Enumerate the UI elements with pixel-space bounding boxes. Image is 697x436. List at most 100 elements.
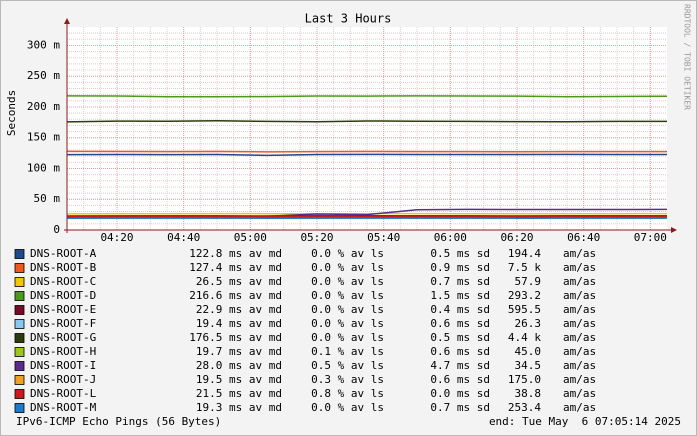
legend-stat: 0.6 ms sd bbox=[430, 317, 490, 330]
x-tick-label: 06:00 bbox=[434, 231, 467, 244]
legend-stat: 0.7 ms sd bbox=[430, 275, 490, 288]
y-tick-label: 50 m bbox=[34, 192, 61, 205]
legend-stat: am/as bbox=[563, 401, 596, 414]
legend-stat: 19.7 ms av md bbox=[196, 345, 282, 358]
legend-stat: am/as bbox=[563, 359, 596, 372]
x-tick-label: 06:20 bbox=[500, 231, 533, 244]
x-tick-label: 05:00 bbox=[234, 231, 267, 244]
legend-swatch bbox=[14, 403, 25, 413]
legend-stat: 26.3 bbox=[515, 317, 542, 330]
legend-stat: 0.5 ms sd bbox=[430, 331, 490, 344]
series-line bbox=[66, 150, 667, 153]
legend-stat: 176.5 ms av md bbox=[189, 331, 282, 344]
legend-stat: 0.0 % av ls bbox=[311, 247, 384, 260]
legend-stat: 0.6 ms sd bbox=[430, 373, 490, 386]
legend-stat: 19.5 ms av md bbox=[196, 373, 282, 386]
legend-swatch bbox=[14, 277, 25, 287]
legend-label: DNS-ROOT-I bbox=[30, 359, 96, 372]
legend-stat: am/as bbox=[563, 275, 596, 288]
x-tick-label: 05:40 bbox=[367, 231, 400, 244]
legend-stat: 22.9 ms av md bbox=[196, 303, 282, 316]
legend-label: DNS-ROOT-J bbox=[30, 373, 96, 386]
legend-stat: 38.8 bbox=[515, 387, 542, 400]
legend-stat: am/as bbox=[563, 387, 596, 400]
series-line bbox=[66, 95, 668, 98]
y-tick-label: 300 m bbox=[27, 38, 60, 51]
legend-stat: 4.4 k bbox=[508, 331, 541, 344]
legend-stat: 0.5 ms sd bbox=[430, 247, 490, 260]
legend-label: DNS-ROOT-L bbox=[30, 387, 97, 400]
legend-label: DNS-ROOT-G bbox=[30, 331, 96, 344]
legend-stat: 595.5 bbox=[508, 303, 541, 316]
legend-stat: 0.1 % av ls bbox=[311, 345, 384, 358]
legend-stat: 1.5 ms sd bbox=[430, 289, 490, 302]
legend-label: DNS-ROOT-C bbox=[30, 275, 96, 288]
legend-stat: am/as bbox=[563, 373, 596, 386]
legend-stat: am/as bbox=[563, 261, 596, 274]
x-tick-label: 04:20 bbox=[100, 231, 133, 244]
legend-stat: 21.5 ms av md bbox=[196, 387, 282, 400]
legend-label: DNS-ROOT-F bbox=[30, 317, 96, 330]
legend-label: DNS-ROOT-B bbox=[30, 261, 97, 274]
legend-swatch bbox=[14, 333, 25, 343]
legend-label: DNS-ROOT-M bbox=[30, 401, 97, 414]
legend-stat: am/as bbox=[563, 331, 596, 344]
footer: IPv6-ICMP Echo Pings (56 Bytes) bbox=[16, 415, 221, 428]
legend-stat: 122.8 ms av md bbox=[189, 247, 282, 260]
legend-stat: 34.5 bbox=[515, 359, 542, 372]
legend-stat: 0.0 % av ls bbox=[311, 289, 384, 302]
x-axis-arrow bbox=[671, 227, 677, 233]
legend-stat: 19.4 ms av md bbox=[196, 317, 282, 330]
legend-stat: 4.7 ms sd bbox=[430, 359, 490, 372]
legend-stat: 28.0 ms av md bbox=[196, 359, 282, 372]
y-tick-label: 200 m bbox=[27, 100, 60, 113]
legend-label: DNS-ROOT-E bbox=[30, 303, 96, 316]
y-tick-label: 250 m bbox=[27, 69, 60, 82]
legend-stat: 194.4 bbox=[508, 247, 541, 260]
plot-area bbox=[67, 27, 667, 230]
legend-stat: 216.6 ms av md bbox=[189, 289, 282, 302]
y-tick-label: 100 m bbox=[27, 161, 60, 174]
legend-stat: 293.2 bbox=[508, 289, 541, 302]
series-line bbox=[66, 153, 667, 157]
legend-stat: 0.0 % av ls bbox=[311, 331, 384, 344]
legend-stat: am/as bbox=[563, 345, 596, 358]
legend-swatch bbox=[14, 375, 25, 385]
legend-stat: 253.4 bbox=[508, 401, 541, 414]
legend-swatch bbox=[14, 319, 25, 329]
legend-stat: 7.5 k bbox=[508, 261, 541, 274]
y-tick-label: 0 bbox=[53, 223, 60, 236]
legend-swatch bbox=[14, 305, 25, 315]
series-line bbox=[66, 120, 667, 123]
legend-label: DNS-ROOT-A bbox=[30, 247, 97, 260]
y-tick-label: 150 m bbox=[27, 131, 60, 144]
legend-stat: 0.8 % av ls bbox=[311, 387, 384, 400]
y-axis-arrow bbox=[64, 18, 70, 24]
legend-stat: am/as bbox=[563, 303, 596, 316]
legend-swatch bbox=[14, 291, 25, 301]
legend-stat: 0.6 ms sd bbox=[430, 345, 490, 358]
legend-stat: 0.0 % av ls bbox=[311, 317, 384, 330]
legend-swatch bbox=[14, 389, 25, 399]
legend-stat: 0.9 ms sd bbox=[430, 261, 490, 274]
x-tick-label: 05:20 bbox=[300, 231, 333, 244]
legend-label: DNS-ROOT-D bbox=[30, 289, 96, 302]
legend-stat: 175.0 bbox=[508, 373, 541, 386]
legend-stat: 26.5 ms av md bbox=[196, 275, 282, 288]
legend-swatch bbox=[14, 361, 25, 371]
legend-stat: am/as bbox=[563, 247, 596, 260]
legend-stat: am/as bbox=[563, 289, 596, 302]
x-tick-label: 07:00 bbox=[634, 231, 667, 244]
legend-stat: 0.0 ms sd bbox=[430, 387, 490, 400]
legend-stat: 0.0 % av ls bbox=[311, 275, 384, 288]
legend-stat: 0.0 % av ls bbox=[311, 303, 384, 316]
legend-label: DNS-ROOT-H bbox=[30, 345, 96, 358]
legend-stat: 0.4 ms sd bbox=[430, 303, 490, 316]
legend-swatch bbox=[14, 347, 25, 357]
legend-stat: 127.4 ms av md bbox=[189, 261, 282, 274]
x-tick-label: 06:40 bbox=[567, 231, 600, 244]
chart-title: Last 3 Hours bbox=[305, 12, 392, 26]
legend-swatch bbox=[14, 263, 25, 273]
